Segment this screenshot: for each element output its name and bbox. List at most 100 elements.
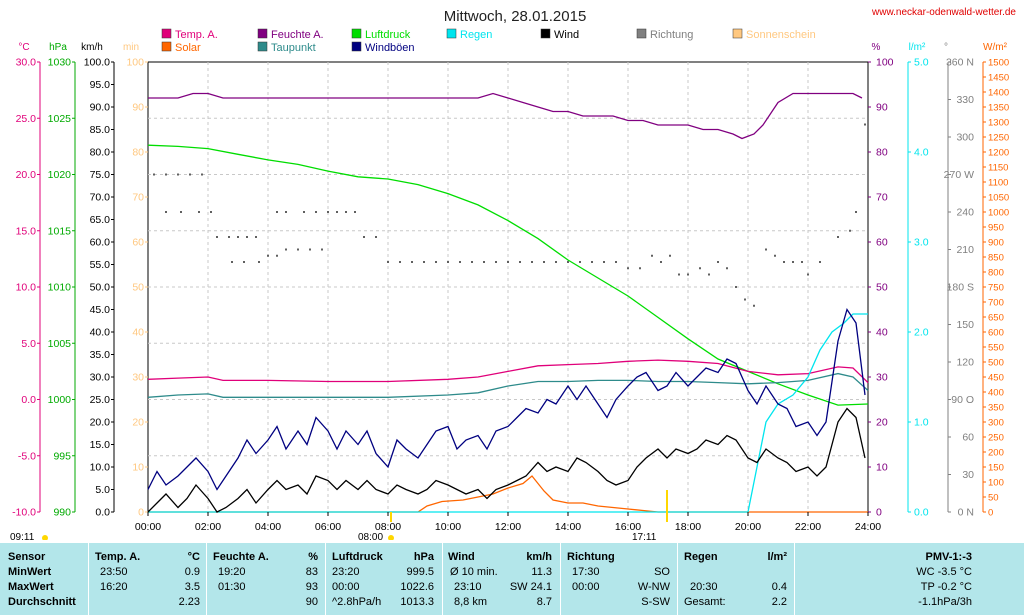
axis-label-temp: -5.0 xyxy=(18,450,36,462)
legend-label: Wind xyxy=(554,29,579,41)
legend-swatch xyxy=(257,41,268,52)
axis-label-temp: 25.0 xyxy=(16,113,37,125)
legend-label: Regen xyxy=(460,29,492,41)
axis-label-dir: 120 xyxy=(956,357,974,369)
stat-temp-head: Temp. A. xyxy=(95,551,141,563)
time-label: 04:00 xyxy=(255,521,281,533)
axis-label-wind: 15.0 xyxy=(90,439,111,451)
axis-label-solar: 150 xyxy=(988,463,1004,474)
direction-point xyxy=(399,261,401,263)
legend-label: Luftdruck xyxy=(365,29,411,41)
axis-label-solar: 500 xyxy=(988,358,1004,369)
stat-rain-max: 0.4 xyxy=(771,581,787,593)
axis-label-wind: 50.0 xyxy=(90,282,111,294)
axis-label-solar: 1450 xyxy=(988,73,1009,84)
stat-hum-unit: % xyxy=(308,551,318,563)
direction-point xyxy=(864,123,866,126)
direction-point xyxy=(765,248,767,251)
stat-dir-min-time: 17:30 xyxy=(572,566,600,578)
unit-label-press: hPa xyxy=(49,42,67,53)
axis-label-press: 1030 xyxy=(48,57,72,69)
direction-point xyxy=(267,254,269,257)
direction-point xyxy=(669,254,671,257)
stat-wind-avg-label: Ø 10 min. xyxy=(450,566,498,578)
stat-press-max-time: 00:00 xyxy=(332,581,360,593)
axis-label-solar: 600 xyxy=(988,328,1004,339)
axis-label-temp: -10.0 xyxy=(12,507,36,519)
stat-press-min: 999.5 xyxy=(406,566,434,578)
direction-point xyxy=(231,261,233,263)
direction-point xyxy=(447,261,449,263)
time-label: 16:00 xyxy=(615,521,641,533)
direction-point xyxy=(345,211,347,213)
axis-label-solar: 50 xyxy=(988,493,999,504)
series-line-taupunkt xyxy=(147,372,869,398)
site-link[interactable]: www.neckar-odenwald-wetter.de xyxy=(871,7,1016,18)
direction-point xyxy=(327,211,329,213)
stat-windchill: WC -3.5 °C xyxy=(916,566,972,578)
direction-point xyxy=(321,248,323,251)
solar-noon-label: 08:00 xyxy=(358,532,383,540)
direction-point xyxy=(285,248,287,251)
legend-swatch xyxy=(540,28,551,39)
direction-point xyxy=(177,173,179,176)
direction-point xyxy=(531,261,533,263)
axis-label-wind: 30.0 xyxy=(90,372,111,384)
legend-swatch xyxy=(351,28,362,39)
axis-label-press: 1005 xyxy=(48,338,72,350)
time-label: 06:00 xyxy=(315,521,341,533)
axis-label-solar: 250 xyxy=(988,433,1004,444)
direction-point xyxy=(243,261,245,263)
time-label: 08:00 xyxy=(375,521,401,533)
stat-dir-max-time: 00:00 xyxy=(572,581,600,593)
axis-label-hum: 20 xyxy=(876,417,888,429)
axis-label-dir: 180 S xyxy=(947,282,974,294)
time-label: 20:00 xyxy=(735,521,761,533)
stat-hum-head: Feuchte A. xyxy=(213,551,269,563)
direction-point xyxy=(297,248,299,251)
axis-label-wind: 70.0 xyxy=(90,192,111,204)
direction-point xyxy=(792,261,794,263)
time-label: 00:00 xyxy=(135,521,161,533)
stat-press-avg: 1013.3 xyxy=(400,596,434,608)
axis-label-solar: 1150 xyxy=(988,163,1008,174)
axis-label-wind: 25.0 xyxy=(90,394,111,406)
stat-hum-max-time: 01:30 xyxy=(218,581,246,593)
direction-point xyxy=(603,261,605,263)
time-axis: 00:00 02:00 04:00 06:00 08:00 10:00 12:00 14:00… xyxy=(135,512,881,533)
axis-label-sun: 100 xyxy=(126,57,144,69)
direction-point xyxy=(483,261,485,263)
axis-label-solar: 550 xyxy=(988,343,1004,354)
axes: 30.025.020.015.010.05.00.0-5.0-10.010301… xyxy=(12,57,1009,519)
axis-label-solar: 1200 xyxy=(988,148,1009,159)
axis-label-solar: 1000 xyxy=(988,208,1009,219)
axis-label-press: 1015 xyxy=(48,225,72,237)
axis-label-hum: 40 xyxy=(876,327,888,339)
stat-wind-distance: 8,8 km xyxy=(454,596,488,608)
legend-swatch xyxy=(351,41,362,52)
direction-point xyxy=(837,236,839,238)
stat-hum-avg: 90 xyxy=(305,596,318,608)
unit-label-temp: °C xyxy=(18,42,29,53)
direction-point xyxy=(237,236,239,238)
legend-swatch xyxy=(161,41,172,52)
stat-temp-max-time: 16:20 xyxy=(100,581,128,593)
series-line-temp-a- xyxy=(147,359,869,384)
axis-label-rain: 4.0 xyxy=(914,147,929,159)
stat-sensor-head: Sensor xyxy=(8,551,46,563)
statistics-table: Sensor MinWert MaxWert Durchschnitt Temp… xyxy=(0,543,1024,615)
axis-label-solar: 0 xyxy=(988,508,993,519)
axis-label-wind: 35.0 xyxy=(90,349,111,361)
direction-point xyxy=(309,248,311,251)
stat-dewpoint: TP -0.2 °C xyxy=(920,581,972,593)
axis-label-dir: 300 xyxy=(956,132,974,144)
axis-label-solar: 850 xyxy=(988,253,1004,264)
legend-label: Windböen xyxy=(365,42,415,54)
direction-point xyxy=(819,261,821,263)
sunset-label: 17:11 xyxy=(632,532,657,540)
time-label: 14:00 xyxy=(555,521,581,533)
direction-point xyxy=(783,261,785,263)
axis-label-rain: 3.0 xyxy=(914,237,929,249)
stat-temp-max: 3.5 xyxy=(184,581,200,593)
chart-title: Mittwoch, 28.01.2015 xyxy=(444,8,587,25)
